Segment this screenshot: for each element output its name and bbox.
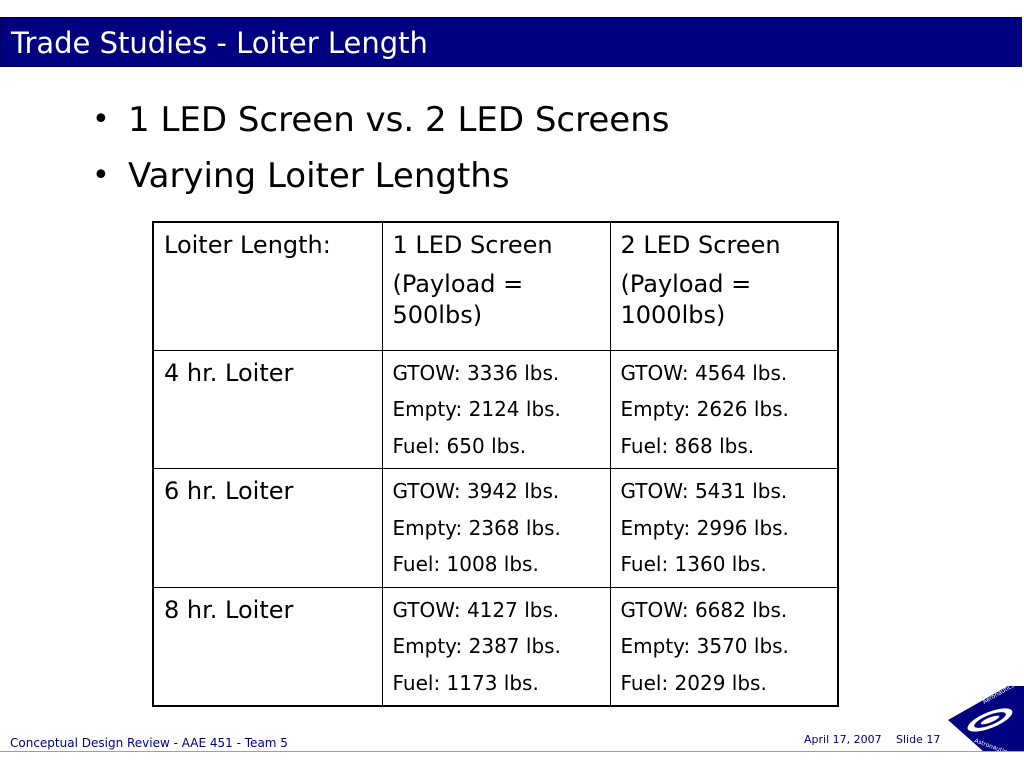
bullet-dot-icon: • <box>92 158 110 193</box>
row-label: 4 hr. Loiter <box>164 358 294 387</box>
fuel-value: Fuel: 1173 lbs. <box>392 670 539 695</box>
fuel-value: Fuel: 868 lbs. <box>620 433 755 458</box>
header-cell-two-led: 2 LED Screen (Payload = 1000lbs) <box>609 221 839 351</box>
bullet-text: Varying Loiter Lengths <box>128 156 510 196</box>
row-label: 6 hr. Loiter <box>164 477 294 505</box>
empty-value: Empty: 2626 lbs. <box>620 397 789 421</box>
row-label-cell: 8 hr. Loiter <box>152 586 383 707</box>
header-label: 2 LED Screen <box>620 231 781 259</box>
header-sublabel: (Payload = 500lbs) <box>392 270 524 329</box>
empty-value: Empty: 2996 lbs. <box>620 515 789 540</box>
fuel-value: Fuel: 1360 lbs. <box>620 552 767 576</box>
header-sublabel: (Payload = 1000lbs) <box>620 270 752 329</box>
row-label: 8 hr. Loiter <box>164 595 294 624</box>
row-label-cell: 6 hr. Loiter <box>152 468 383 588</box>
one-led-cell: GTOW: 3336 lbs. Empty: 2124 lbs. Fuel: 6… <box>381 349 611 469</box>
header-label: 1 LED Screen <box>392 231 553 259</box>
trade-study-table: Loiter Length: 1 LED Screen (Payload = 5… <box>152 221 839 707</box>
one-led-cell: GTOW: 4127 lbs. Empty: 2387 lbs. Fuel: 1… <box>381 586 611 707</box>
one-led-cell: GTOW: 3942 lbs. Empty: 2368 lbs. Fuel: 1… <box>381 468 611 588</box>
footer-slide-number: Slide 17 <box>896 733 941 746</box>
row-label-cell: 4 hr. Loiter <box>152 349 383 469</box>
gtow-value: GTOW: 3942 lbs. <box>392 479 560 503</box>
two-led-cell: GTOW: 4564 lbs. Empty: 2626 lbs. Fuel: 8… <box>609 349 839 469</box>
table-row: 6 hr. Loiter GTOW: 3942 lbs. Empty: 2368… <box>152 468 839 588</box>
empty-value: Empty: 3570 lbs. <box>620 634 789 658</box>
empty-value: Empty: 2368 lbs. <box>392 515 561 540</box>
gtow-value: GTOW: 4127 lbs. <box>392 597 560 622</box>
table-row: 4 hr. Loiter GTOW: 3336 lbs. Empty: 2124… <box>152 349 839 469</box>
bullet-list: • 1 LED Screen vs. 2 LED Screens • Varying… <box>92 100 669 212</box>
footer-presentation-title: Conceptual Design Review - AAE 451 - Tea… <box>10 736 288 750</box>
bullet-item: • Varying Loiter Lengths <box>92 156 669 196</box>
header-cell-one-led: 1 LED Screen (Payload = 500lbs) <box>381 221 611 351</box>
gtow-value: GTOW: 5431 lbs. <box>620 479 788 503</box>
empty-value: Empty: 2124 lbs. <box>392 397 561 421</box>
table-row: 8 hr. Loiter GTOW: 4127 lbs. Empty: 2387… <box>152 586 839 707</box>
two-led-cell: GTOW: 6682 lbs. Empty: 3570 lbs. Fuel: 2… <box>609 586 839 707</box>
empty-value: Empty: 2387 lbs. <box>392 634 561 658</box>
gtow-value: GTOW: 3336 lbs. <box>392 360 560 385</box>
bullet-item: • 1 LED Screen vs. 2 LED Screens <box>92 100 669 140</box>
two-led-cell: GTOW: 5431 lbs. Empty: 2996 lbs. Fuel: 1… <box>609 468 839 588</box>
header-cell-loiter-length: Loiter Length: <box>152 221 383 351</box>
header-label: Loiter Length: <box>164 231 331 259</box>
title-bar: Trade Studies - Loiter Length <box>0 17 1022 67</box>
gtow-value: GTOW: 4564 lbs. <box>620 360 788 385</box>
bullet-text: 1 LED Screen vs. 2 LED Screens <box>128 100 670 140</box>
table-header-row: Loiter Length: 1 LED Screen (Payload = 5… <box>152 221 839 351</box>
fuel-value: Fuel: 1008 lbs. <box>392 552 539 576</box>
fuel-value: Fuel: 650 lbs. <box>392 433 527 458</box>
bullet-dot-icon: • <box>92 102 110 137</box>
slide-title: Trade Studies - Loiter Length <box>11 26 428 60</box>
gtow-value: GTOW: 6682 lbs. <box>620 597 788 622</box>
fuel-value: Fuel: 2029 lbs. <box>620 670 767 695</box>
aeronautics-astronautics-logo-icon: Aeronautics & Astronautics <box>948 682 1024 752</box>
footer-date: April 17, 2007 <box>804 733 882 746</box>
footer-divider <box>0 751 1024 752</box>
